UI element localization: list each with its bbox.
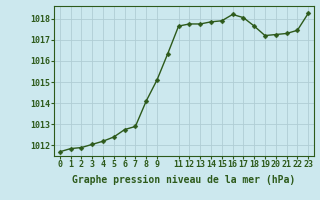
X-axis label: Graphe pression niveau de la mer (hPa): Graphe pression niveau de la mer (hPa) xyxy=(72,175,296,185)
